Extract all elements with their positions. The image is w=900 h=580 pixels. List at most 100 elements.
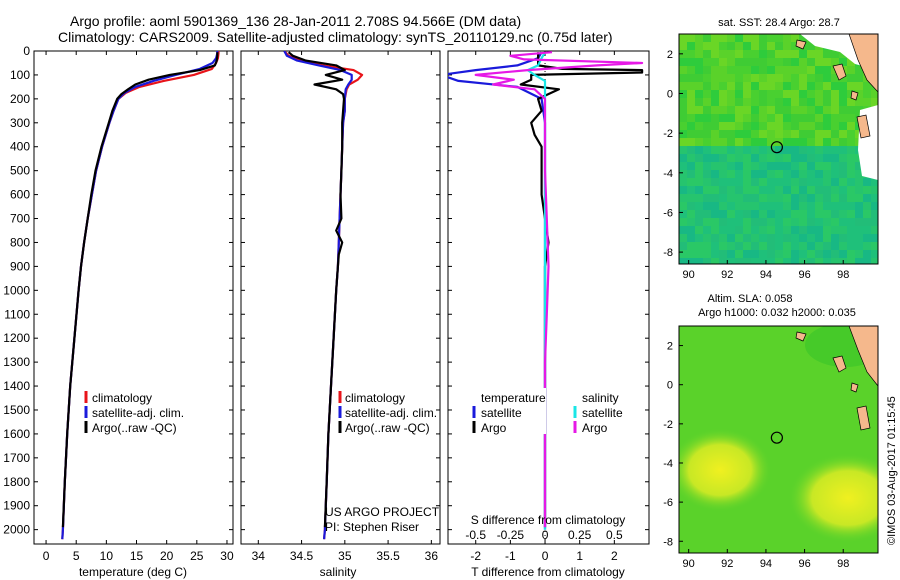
sst-cell <box>727 82 735 90</box>
sst-cell <box>807 258 815 264</box>
sst-cell <box>855 210 863 218</box>
sst-cell <box>823 146 831 154</box>
sst-cell <box>767 178 775 186</box>
sst-cell <box>695 74 703 82</box>
sst-cell <box>823 226 831 234</box>
sst-cell <box>767 258 775 264</box>
sst-cell <box>775 66 783 74</box>
sst-cell <box>871 226 878 234</box>
sst-cell <box>775 90 783 98</box>
sst-cell <box>727 90 735 98</box>
sst-cell <box>807 146 815 154</box>
sst-cell <box>783 58 791 66</box>
sst-cell <box>783 250 791 258</box>
sst-cell <box>751 170 759 178</box>
sst-cell <box>839 242 847 250</box>
sst-cell <box>735 130 743 138</box>
sst-cell <box>807 202 815 210</box>
sst-cell <box>759 90 767 98</box>
sst-cell <box>815 218 823 226</box>
sst-cell <box>767 186 775 194</box>
sst-cell <box>823 210 831 218</box>
sst-cell <box>711 194 719 202</box>
sla-map-high-anomaly <box>788 453 878 543</box>
sst-cell <box>687 34 695 42</box>
sst-cell <box>823 130 831 138</box>
salinity-axes-frame <box>240 50 441 545</box>
sst-cell <box>679 34 687 42</box>
sst-cell <box>767 218 775 226</box>
map-x-tick-label: 98 <box>837 269 849 281</box>
sst-cell <box>703 98 711 106</box>
sst-map-axis-ticks: 90 92 94 96 98 2 0 -2 -4 -6 -8 <box>663 49 849 281</box>
sst-cell <box>855 98 863 106</box>
map-y-tick-label: 2 <box>667 341 673 353</box>
header-title-line2: Climatology: CARS2009. Satellite-adjuste… <box>58 29 613 45</box>
sst-cell <box>839 138 847 146</box>
sst-cell <box>831 178 839 186</box>
sst-cell <box>791 218 799 226</box>
sst-cell <box>679 226 687 234</box>
sst-cell <box>815 242 823 250</box>
sst-cell <box>727 202 735 210</box>
sst-cell <box>839 82 847 90</box>
sst-cell <box>703 122 711 130</box>
y-tick-label: 1400 <box>3 379 30 393</box>
sst-cell <box>807 82 815 90</box>
sst-cell <box>791 138 799 146</box>
sst-cell <box>767 50 775 58</box>
sst-cell <box>703 90 711 98</box>
legend-label-t-satellite: satellite <box>481 406 522 420</box>
sst-cell <box>863 226 871 234</box>
temperature-xlabel: temperature (deg C) <box>79 565 187 579</box>
sst-cell <box>831 202 839 210</box>
legend-label-satellite: satellite-adj. clim. <box>345 406 437 420</box>
sst-cell <box>791 114 799 122</box>
sst-cell <box>711 130 719 138</box>
sst-cell <box>855 242 863 250</box>
sst-cell <box>743 170 751 178</box>
sst-cell <box>775 242 783 250</box>
x-tick-label: 35 <box>338 549 352 563</box>
sst-cell <box>743 202 751 210</box>
sst-cell <box>751 74 759 82</box>
difference-xlabel-salinity: S difference from climatology <box>471 513 626 527</box>
sst-cell <box>791 82 799 90</box>
sst-cell <box>775 42 783 50</box>
sst-cell <box>719 170 727 178</box>
sst-cell <box>719 146 727 154</box>
sst-cell <box>799 210 807 218</box>
sst-cell <box>767 202 775 210</box>
sst-cell <box>831 130 839 138</box>
sst-cell <box>839 58 847 66</box>
sst-map-land-island <box>850 90 859 101</box>
sst-cell <box>751 226 759 234</box>
sst-cell <box>775 122 783 130</box>
sst-cell <box>783 42 791 50</box>
legend-label-t-argo: Argo <box>481 421 507 435</box>
sst-cell <box>695 226 703 234</box>
sst-cell <box>767 170 775 178</box>
sst-cell <box>783 178 791 186</box>
sst-cell <box>799 58 807 66</box>
map-y-tick-label: -2 <box>663 128 673 140</box>
sst-cell <box>711 106 719 114</box>
sst-cell <box>863 234 871 242</box>
x-tick-label: 34.5 <box>290 549 314 563</box>
sst-cell <box>807 250 815 258</box>
sst-cell <box>711 42 719 50</box>
sst-cell <box>815 154 823 162</box>
sst-map-title: sat. SST: 28.4 Argo: 28.7 <box>718 17 840 29</box>
salinity-diff-tick-label: -0.25 <box>497 528 525 542</box>
sst-cell <box>679 242 687 250</box>
sst-cell <box>815 66 823 74</box>
map-x-tick-label: 92 <box>721 558 733 570</box>
sst-cell <box>799 74 807 82</box>
sst-cell <box>871 194 878 202</box>
sst-cell <box>703 202 711 210</box>
sst-cell <box>823 106 831 114</box>
sst-cell <box>711 58 719 66</box>
sst-cell <box>711 242 719 250</box>
sst-cell <box>695 194 703 202</box>
sst-cell <box>687 42 695 50</box>
